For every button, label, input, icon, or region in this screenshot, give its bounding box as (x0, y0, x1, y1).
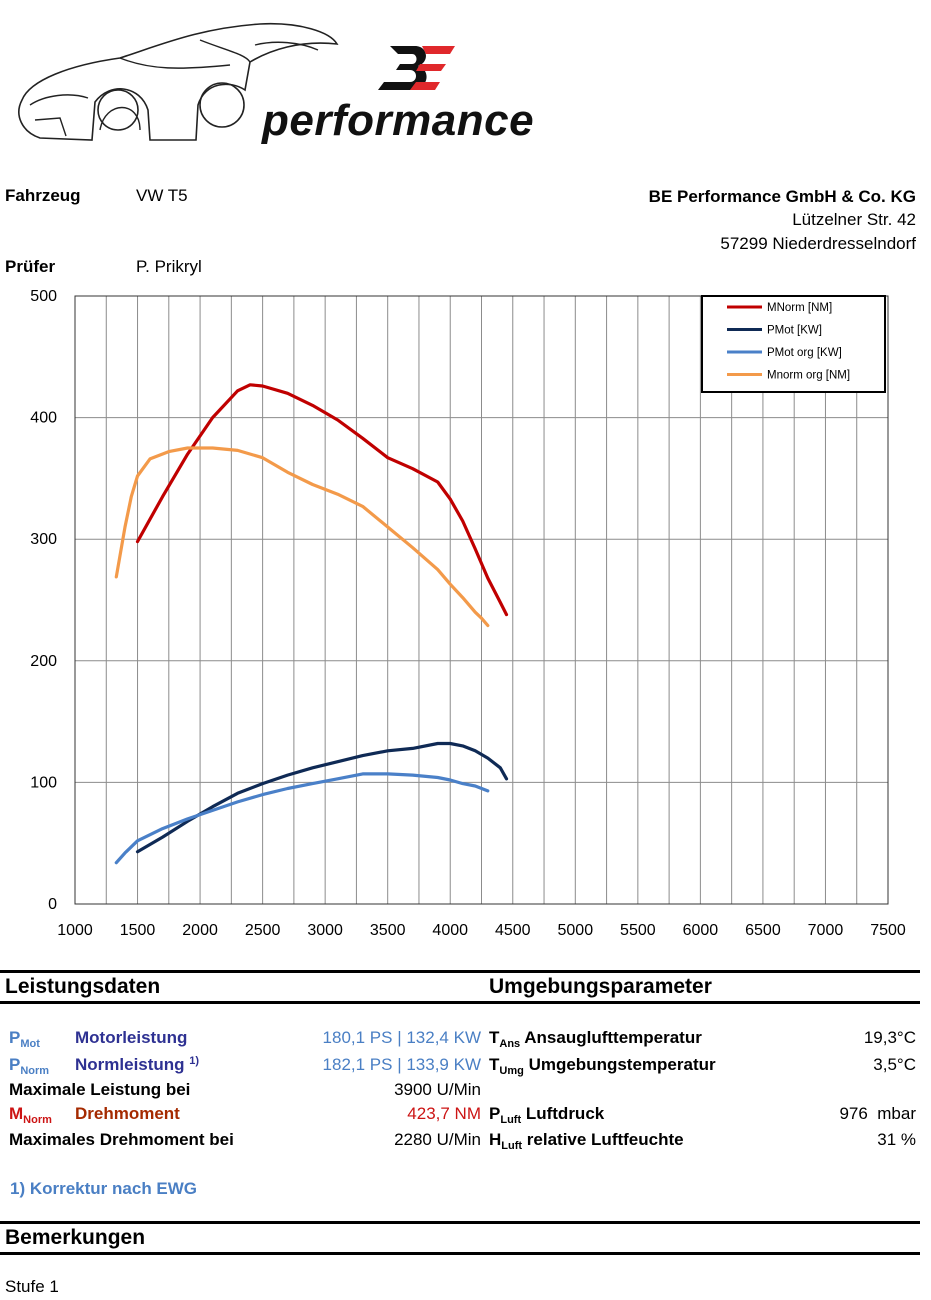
env-value: 3,5°C (873, 1055, 916, 1074)
perf-value: 180,1 PS | 132,4 KW (322, 1028, 481, 1047)
perf-label: Motorleistung (75, 1028, 188, 1047)
perf-symbol: P (9, 1028, 21, 1047)
x-tick-label: 3000 (307, 922, 343, 939)
section-rule-top (0, 970, 920, 973)
perf-value: 182,1 PS | 133,9 KW (322, 1055, 481, 1074)
tester-label: Prüfer (5, 257, 56, 276)
perf-value: 2280 U/Min (394, 1130, 481, 1149)
x-tick-label: 7000 (808, 922, 844, 939)
x-tick-label: 4500 (495, 922, 531, 939)
plot-frame (74, 295, 889, 905)
env-symbol-sub: Ans (499, 1038, 521, 1050)
env-label: Ansauglufttemperatur (524, 1028, 702, 1047)
x-tick-label: 6000 (683, 922, 719, 939)
env-symbol-sub: Umg (499, 1065, 524, 1077)
y-tick-label: 0 (48, 896, 57, 913)
remarks-rule-bottom (0, 1252, 920, 1255)
series-line (114, 772, 490, 865)
env-value: 19,3°C (863, 1028, 916, 1047)
env-value: 976 mbar (839, 1104, 916, 1123)
y-tick-label: 100 (30, 774, 57, 791)
section-rule-bottom (0, 1001, 920, 1004)
environment-title: Umgebungsparameter (489, 975, 712, 998)
y-tick-label: 500 (30, 288, 57, 305)
perf-symbol-sub: Norm (23, 1114, 52, 1126)
remarks-rule-top (0, 1221, 920, 1224)
logo-text: performance (262, 96, 535, 145)
env-row-ambient-temp: TUmg Umgebungstemperatur 3,5°C (489, 1055, 916, 1077)
env-row-air-pressure: PLuft Luftdruck 976 mbar (489, 1104, 916, 1126)
x-tick-label: 5000 (558, 922, 594, 939)
footnote-ref: 1) (189, 1055, 200, 1067)
env-symbol: H (489, 1130, 502, 1149)
company-name: BE Performance GmbH & Co. KG (648, 187, 916, 206)
vehicle-label: Fahrzeug (5, 186, 81, 205)
env-symbol: P (489, 1104, 501, 1123)
perf-label: Maximales Drehmoment bei (9, 1130, 234, 1149)
env-symbol-sub: Luft (501, 1140, 523, 1152)
remarks-title: Bemerkungen (5, 1226, 146, 1249)
env-symbol-sub: Luft (500, 1114, 522, 1126)
legend-entry: Mnorm org [NM] (767, 370, 850, 382)
x-tick-label: 1000 (57, 922, 93, 939)
env-label: Umgebungstemperatur (528, 1055, 716, 1074)
perf-label: Maximale Leistung bei (9, 1080, 191, 1099)
series-line (114, 446, 490, 628)
x-tick-label: 2000 (182, 922, 218, 939)
x-tick-label: 3500 (370, 922, 406, 939)
x-tick-label: 6500 (745, 922, 781, 939)
legend-entry: PMot org [KW] (767, 347, 842, 359)
env-symbol: T (489, 1055, 500, 1074)
env-symbol: T (489, 1028, 500, 1047)
car-outline-logo (18, 22, 339, 141)
series-line (135, 383, 509, 617)
perf-row-motorleistung: PMot Motorleistung 180,1 PS | 132,4 KW (9, 1028, 481, 1050)
env-row-humidity: HLuft relative Luftfeuchte 31 % (489, 1130, 916, 1152)
perf-row-torque: MNorm Drehmoment 423,7 NM (9, 1104, 481, 1126)
series-line (135, 741, 509, 854)
company-city: 57299 Niederdresselndorf (720, 234, 916, 253)
y-tick-label: 400 (30, 410, 57, 427)
x-tick-label: 4000 (432, 922, 468, 939)
be-logo-mark (378, 46, 455, 90)
dyno-chart: 1000 1500 2000 2500 3000 3500 4000 4500 5000 5500… (30, 288, 906, 939)
legend-entry: MNorm [NM] (767, 302, 832, 314)
perf-symbol: P (9, 1055, 21, 1074)
perf-label: Normleistung (75, 1055, 185, 1074)
x-tick-label: 1500 (120, 922, 156, 939)
perf-symbol-sub: Mot (20, 1038, 40, 1050)
performance-title: Leistungsdaten (5, 975, 161, 998)
perf-value: 423,7 NM (407, 1104, 481, 1123)
y-tick-label: 200 (30, 653, 57, 670)
env-label: Luftdruck (525, 1104, 605, 1123)
perf-value: 3900 U/Min (394, 1080, 481, 1099)
x-tick-label: 2500 (245, 922, 281, 939)
perf-symbol: M (9, 1104, 24, 1123)
remarks-text: Stufe 1 (5, 1277, 59, 1296)
vehicle-value: VW T5 (136, 186, 188, 205)
y-tick-label: 300 (30, 531, 57, 548)
x-tick-label: 5500 (620, 922, 656, 939)
perf-row-normleistung: PNorm Normleistung 1) 182,1 PS | 133,9 K… (9, 1055, 481, 1077)
footnote: 1) Korrektur nach EWG (10, 1179, 198, 1198)
tester-value: P. Prikryl (136, 257, 202, 276)
env-label: relative Luftfeuchte (526, 1130, 684, 1149)
perf-row-max-power: Maximale Leistung bei 3900 U/Min (9, 1080, 481, 1100)
legend-entry: PMot [KW] (767, 325, 822, 337)
x-tick-label: 7500 (870, 922, 906, 939)
perf-row-max-torque: Maximales Drehmoment bei 2280 U/Min (9, 1130, 481, 1150)
perf-label: Drehmoment (75, 1104, 180, 1123)
company-street: Lützelner Str. 42 (792, 210, 916, 229)
env-value: 31 % (877, 1130, 916, 1149)
env-row-intake-temp: TAns Ansauglufttemperatur 19,3°C (489, 1028, 916, 1050)
perf-symbol-sub: Norm (20, 1065, 50, 1077)
